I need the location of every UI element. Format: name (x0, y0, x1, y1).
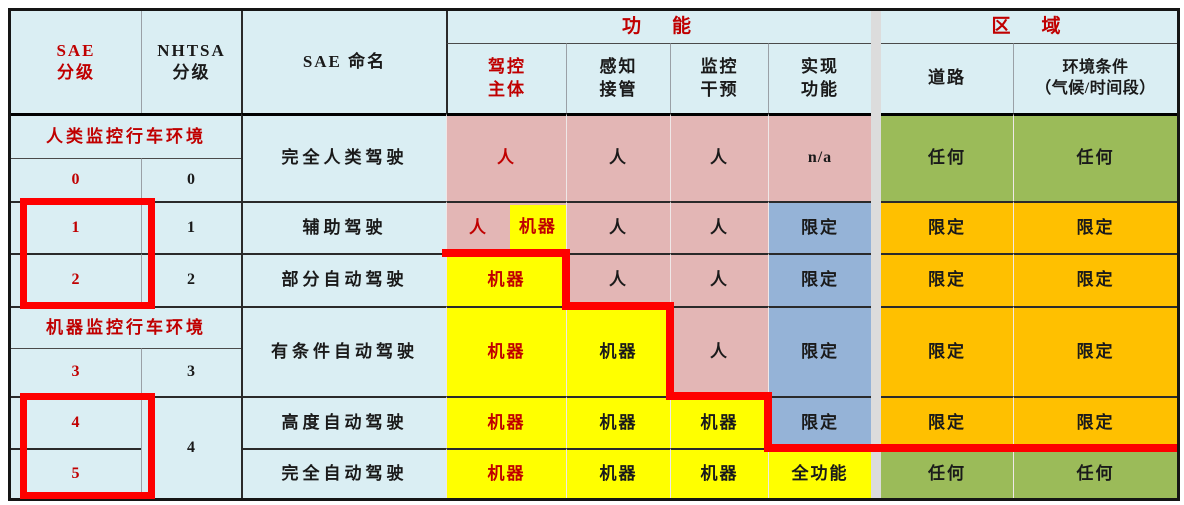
realize-row-0: n/a (768, 113, 871, 201)
red-staircase-segment-h3 (666, 392, 772, 400)
monitor-row-2: 人 (670, 253, 768, 306)
red-staircase-segment-h4 (764, 444, 1177, 452)
header-group-function: 功 能 (446, 11, 871, 43)
monitor-row-0: 人 (670, 113, 768, 201)
drive-row-1-human: 人 (468, 217, 488, 237)
sae-level-2: 2 (11, 253, 141, 306)
road-row-5: 任何 (881, 448, 1013, 498)
header-sae-level: SAE 分级 (11, 11, 141, 113)
header-road: 道路 (881, 43, 1013, 113)
nhtsa-level-0: 0 (141, 158, 241, 201)
nhtsa-level-4: 4 (141, 396, 241, 498)
realize-row-2: 限定 (768, 253, 871, 306)
drive-row-3: 机器 (446, 306, 566, 396)
nhtsa-level-1: 1 (141, 201, 241, 253)
sae-levels-table: SAE 分级 NHTSA 分级 SAE 命名 功 能 区 域 驾控 主体 感知 … (8, 8, 1180, 501)
naming-row-1: 辅助驾驶 (241, 201, 446, 253)
drive-row-5: 机器 (446, 448, 566, 498)
drive-row-1: 人 机器 (446, 201, 566, 253)
env-row-0: 任何 (1013, 113, 1177, 201)
road-row-2: 限定 (881, 253, 1013, 306)
header-sae-naming: SAE 命名 (241, 11, 446, 113)
sae-level-0: 0 (11, 158, 141, 201)
realize-row-1: 限定 (768, 201, 871, 253)
column-divider (871, 11, 881, 498)
red-highlight-box-levels-1-2 (20, 198, 155, 309)
naming-row-4: 高度自动驾驶 (241, 396, 446, 448)
env-row-4: 限定 (1013, 396, 1177, 448)
realize-row-5: 全功能 (768, 448, 871, 498)
road-row-0: 任何 (881, 113, 1013, 201)
red-staircase-segment-v2 (666, 302, 674, 400)
perceive-row-2: 人 (566, 253, 670, 306)
red-staircase-segment-h1 (442, 249, 570, 257)
realize-row-4: 限定 (768, 396, 871, 448)
perceive-row-4: 机器 (566, 396, 670, 448)
perceive-row-1: 人 (566, 201, 670, 253)
env-row-3: 限定 (1013, 306, 1177, 396)
monitor-row-3: 人 (670, 306, 768, 396)
monitor-row-1: 人 (670, 201, 768, 253)
naming-row-2: 部分自动驾驶 (241, 253, 446, 306)
drive-row-1-machine: 机器 (509, 205, 566, 250)
env-row-5: 任何 (1013, 448, 1177, 498)
env-row-2: 限定 (1013, 253, 1177, 306)
red-highlight-box-levels-4-5 (20, 393, 155, 499)
perceive-row-5: 机器 (566, 448, 670, 498)
header-environment: 环境条件 （气候/时间段） (1013, 43, 1177, 113)
drive-row-2: 机器 (446, 253, 566, 306)
road-row-4: 限定 (881, 396, 1013, 448)
header-group-region: 区 域 (881, 11, 1177, 43)
drive-row-0: 人 (446, 113, 566, 201)
sae-level-3: 3 (11, 348, 141, 396)
header-nhtsa-level: NHTSA 分级 (141, 11, 241, 113)
header-drive-subject: 驾控 主体 (446, 43, 566, 113)
band-machine-monitoring: 机器监控行车环境 (11, 306, 241, 348)
drive-row-4: 机器 (446, 396, 566, 448)
nhtsa-level-2: 2 (141, 253, 241, 306)
red-staircase-segment-v3 (764, 392, 772, 452)
road-row-1: 限定 (881, 201, 1013, 253)
band-human-monitoring: 人类监控行车环境 (11, 113, 241, 158)
perceive-row-3: 机器 (566, 306, 670, 396)
header-perceive-takeover: 感知 接管 (566, 43, 670, 113)
nhtsa-level-3: 3 (141, 348, 241, 396)
realize-row-3: 限定 (768, 306, 871, 396)
monitor-row-5: 机器 (670, 448, 768, 498)
header-realize-function: 实现 功能 (768, 43, 871, 113)
naming-row-5: 完全自动驾驶 (241, 448, 446, 498)
red-staircase-segment-v1 (562, 249, 570, 310)
naming-row-3: 有条件自动驾驶 (241, 306, 446, 396)
sae-level-5: 5 (11, 448, 141, 498)
naming-row-0: 完全人类驾驶 (241, 113, 446, 201)
header-monitor-intervene: 监控 干预 (670, 43, 768, 113)
env-row-1: 限定 (1013, 201, 1177, 253)
sae-level-4: 4 (11, 396, 141, 448)
road-row-3: 限定 (881, 306, 1013, 396)
monitor-row-4: 机器 (670, 396, 768, 448)
red-staircase-segment-h2 (562, 302, 674, 310)
perceive-row-0: 人 (566, 113, 670, 201)
